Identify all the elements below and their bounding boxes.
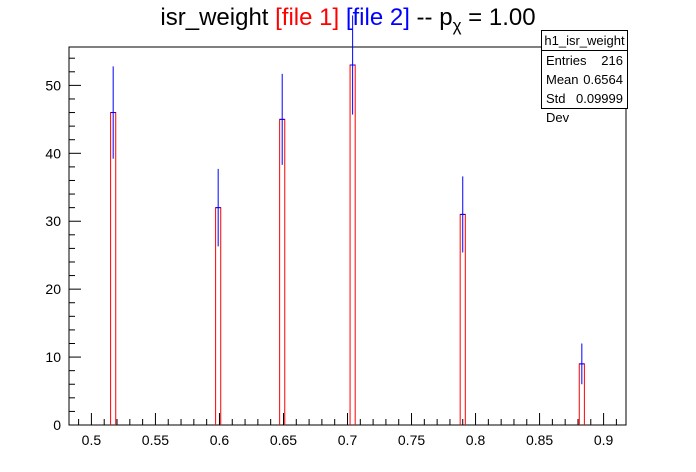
y-tick-label: 30 — [45, 213, 61, 229]
y-tick-label: 0 — [53, 417, 61, 433]
title-main: isr_weight — [160, 4, 269, 31]
x-tick-label: 0.7 — [338, 432, 358, 448]
x-axis: 0.5 0.55 0.6 0.65 0.7 0.75 0.8 0.85 0.9 — [78, 413, 617, 448]
x-tick-label: 0.85 — [526, 432, 553, 448]
stats-label: Mean — [546, 72, 579, 87]
histogram-bar — [110, 112, 117, 425]
x-tick-label: 0.75 — [398, 432, 425, 448]
stats-title: h1_isr_weight — [542, 31, 627, 51]
title-separator: -- — [416, 4, 433, 31]
y-axis: 0 10 20 30 40 50 — [45, 57, 81, 433]
x-tick-label: 0.55 — [142, 432, 169, 448]
title-file2: [file 2] — [345, 4, 410, 31]
stats-value: 0.09999 — [576, 91, 623, 106]
title-file1: [file 1] — [275, 4, 340, 31]
y-tick-label: 50 — [45, 77, 61, 93]
x-tick-label: 0.65 — [270, 432, 297, 448]
stats-label: Entries — [546, 53, 587, 68]
stats-value: 216 — [601, 53, 623, 68]
x-tick-label: 0.9 — [594, 432, 614, 448]
stats-row-mean: Mean 0.6564 — [542, 70, 627, 89]
title-p-subscript: χ — [452, 15, 462, 35]
y-tick-label: 20 — [45, 281, 61, 297]
file1-histogram — [110, 64, 585, 425]
title-p: p — [439, 4, 453, 31]
stats-box: h1_isr_weight Entries 216 Mean 0.6564 St… — [541, 30, 628, 125]
histogram-bar — [279, 118, 286, 425]
x-tick-label: 0.6 — [210, 432, 230, 448]
title-equals: = 1.00 — [468, 4, 536, 31]
stats-label: Std Dev — [546, 91, 570, 125]
file2-errorbars — [110, 15, 585, 385]
x-tick-label: 0.5 — [82, 432, 102, 448]
y-tick-label: 10 — [45, 349, 61, 365]
x-tick-label: 0.8 — [466, 432, 486, 448]
chart-title: isr_weight [file 1] [file 2] -- pχ = 1.0… — [0, 4, 696, 36]
y-tick-label: 40 — [45, 145, 61, 161]
stats-value: 0.6564 — [583, 72, 623, 87]
histogram-bar — [349, 64, 356, 425]
stats-row-entries: Entries 216 — [542, 51, 627, 70]
stats-row-stddev: Std Dev 0.09999 — [542, 89, 627, 125]
